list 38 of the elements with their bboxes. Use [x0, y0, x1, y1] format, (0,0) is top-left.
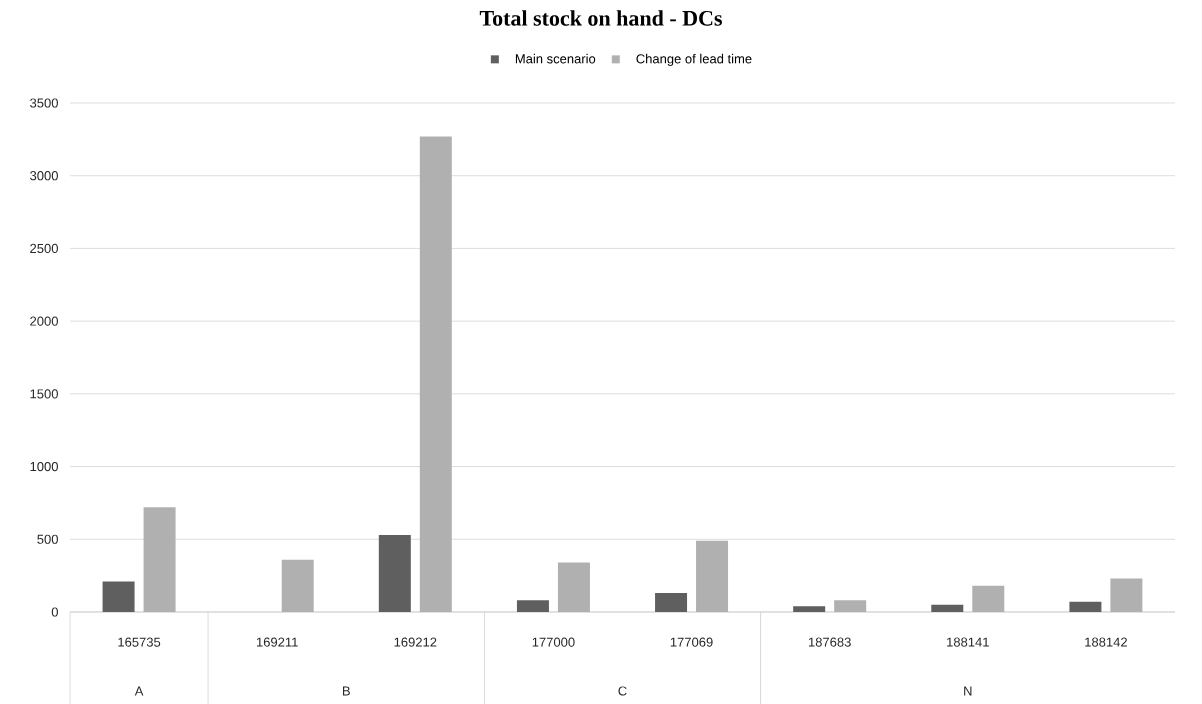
x-tick-label: 169212 — [394, 637, 437, 647]
y-tick-label: 2000 — [30, 316, 58, 326]
x-tick-label: 188142 — [1085, 637, 1127, 647]
y-tick-label: 2500 — [30, 243, 58, 254]
bar — [516, 600, 549, 612]
bar — [972, 585, 1005, 612]
bar — [143, 507, 176, 612]
y-tick-label: 3000 — [30, 171, 58, 181]
x-tick-label: 177000 — [532, 637, 575, 647]
bar — [1069, 601, 1102, 612]
bar — [655, 593, 688, 612]
bar — [793, 606, 826, 612]
bar — [102, 581, 135, 612]
x-tick-label: 187683 — [808, 637, 851, 647]
y-tick-label: 3500 — [30, 98, 58, 108]
x-tick-label: 165735 — [118, 637, 161, 647]
bar — [696, 540, 729, 612]
x-tick-label: 188141 — [947, 637, 989, 647]
y-tick-label: 0 — [51, 607, 58, 617]
y-tick-label: 1000 — [30, 461, 58, 472]
bar — [931, 604, 964, 612]
legend-label: Change of lead time — [636, 53, 752, 66]
text: A — [134, 686, 144, 696]
y-tick-label: 1500 — [30, 389, 58, 399]
bar — [557, 562, 590, 612]
bar — [419, 136, 452, 612]
y-tick-label: 500 — [37, 534, 58, 544]
bar — [281, 559, 314, 612]
text: N — [964, 686, 972, 696]
text: B — [342, 686, 350, 696]
bar — [1110, 578, 1143, 612]
text: C — [618, 686, 627, 696]
bar — [378, 534, 411, 612]
x-tick-label: 177069 — [670, 637, 713, 647]
chart-title: Total stock on hand - DCs — [479, 10, 722, 26]
x-tick-label: 169211 — [256, 637, 298, 647]
legend-label: Main scenario — [515, 53, 596, 64]
bar — [834, 600, 867, 612]
